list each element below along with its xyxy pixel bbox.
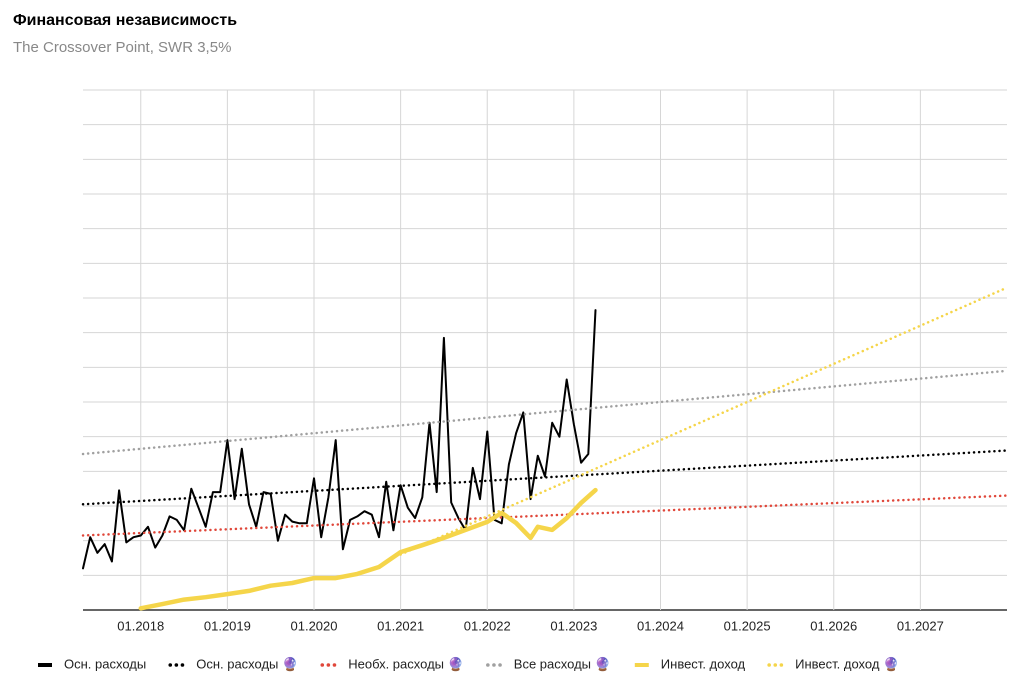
chart-title: Финансовая независимость [13,12,237,29]
legend-label: Необх. расходы 🔮 [348,656,464,671]
series-line [399,286,1009,556]
x-tick-label: 01.2020 [291,618,338,633]
legend-label: Инвест. доход [661,656,746,671]
x-tick-label: 01.2025 [724,618,771,633]
legend-label: Все расходы 🔮 [514,656,611,671]
x-tick-label: 01.2023 [550,618,597,633]
series-line [82,309,597,570]
series-line [81,369,1009,456]
series-line [81,494,1009,537]
series-line [138,487,598,611]
legend-label: Осн. расходы [64,656,146,671]
x-tick-label: 01.2026 [810,618,857,633]
x-tick-label: 01.2021 [377,618,424,633]
chart-subtitle: The Crossover Point, SWR 3,5% [13,39,231,56]
x-tick-label: 01.2019 [204,618,251,633]
x-tick-label: 01.2027 [897,618,944,633]
series-line [81,449,1009,506]
x-tick-label: 01.2022 [464,618,511,633]
x-tick-label: 01.2024 [637,618,684,633]
x-tick-label: 01.2018 [117,618,164,633]
legend-label: Инвест. доход 🔮 [795,656,899,671]
legend-label: Осн. расходы 🔮 [196,656,298,671]
